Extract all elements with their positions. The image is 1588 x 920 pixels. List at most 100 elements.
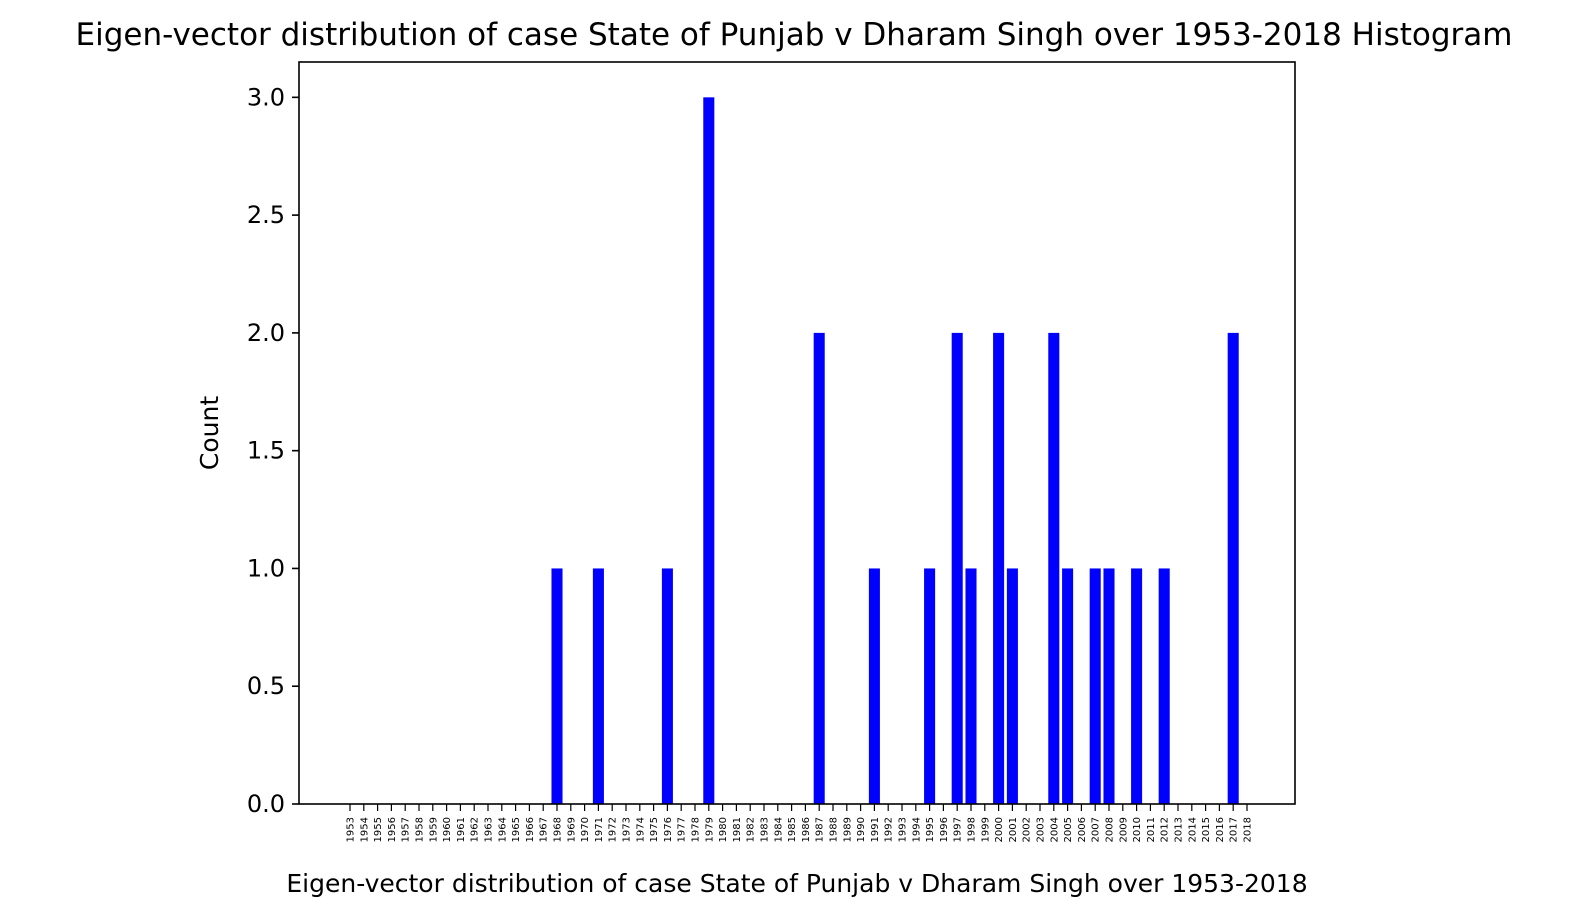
y-tick-label: 2.5: [247, 201, 285, 229]
bar-2008: [1103, 568, 1115, 804]
x-tick-label: 2002: [1022, 817, 1033, 842]
x-tick-label: 2000: [994, 817, 1005, 842]
bar-2001: [1006, 568, 1018, 804]
x-tick-label: 1953: [346, 817, 357, 842]
x-tick-label: 1986: [801, 817, 812, 842]
x-tick-label: 1973: [622, 817, 633, 842]
x-tick-label: 1980: [718, 817, 729, 842]
x-tick-label: 2004: [1049, 817, 1060, 842]
bar-2004: [1048, 332, 1060, 804]
bar-1998: [965, 568, 977, 804]
x-tick-label: 1972: [608, 817, 619, 842]
x-tick-label: 2013: [1174, 817, 1185, 842]
x-tick-label: 1978: [691, 817, 702, 842]
x-tick-label: 1963: [484, 817, 495, 842]
x-tick-label: 1956: [387, 817, 398, 842]
x-tick-label: 1990: [856, 817, 867, 842]
x-tick-label: 1974: [635, 817, 646, 842]
x-tick-label: 2007: [1091, 817, 1102, 842]
bar-2000: [993, 332, 1005, 804]
y-tick-label: 0.0: [247, 790, 285, 818]
x-tick-label: 2018: [1243, 817, 1254, 842]
y-axis-label: Count: [195, 396, 224, 470]
x-axis: 1953 1954 1955 1956 1957 1958 1959 1960 1961 1962…: [346, 804, 1254, 842]
x-tick-label: 1960: [442, 817, 453, 842]
bar-1971: [592, 568, 604, 804]
x-tick-label: 1976: [663, 817, 674, 842]
x-tick-label: 1959: [428, 817, 439, 842]
x-tick-label: 1970: [580, 817, 591, 842]
bar-1987: [813, 332, 825, 804]
x-tick-label: 1975: [649, 817, 660, 842]
chart-title: Eigen-vector distribution of case State …: [76, 17, 1513, 53]
bar-1968: [551, 568, 563, 804]
x-tick-label: 1968: [553, 817, 564, 842]
x-tick-label: 1981: [732, 817, 743, 842]
x-axis-label: Eigen-vector distribution of case State …: [286, 869, 1307, 898]
x-tick-label: 2005: [1063, 817, 1074, 842]
bar-2007: [1089, 568, 1101, 804]
x-tick-label: 2014: [1187, 817, 1198, 842]
x-tick-label: 1998: [967, 817, 978, 842]
bar-1995: [924, 568, 936, 804]
x-tick-label: 1992: [884, 817, 895, 842]
x-tick-label: 1982: [746, 817, 757, 842]
x-tick-label: 1985: [787, 817, 798, 842]
x-tick-label: 2015: [1201, 817, 1212, 842]
x-tick-label: 1994: [911, 817, 922, 842]
x-tick-label: 2012: [1160, 817, 1171, 842]
x-tick-label: 2006: [1077, 817, 1088, 842]
plot-frame: [298, 61, 1296, 805]
bar-1991: [868, 568, 880, 804]
x-tick-label: 2003: [1036, 817, 1047, 842]
x-tick-label: 2009: [1118, 817, 1129, 842]
x-tick-label: 2008: [1105, 817, 1116, 842]
x-tick-label: 1966: [525, 817, 536, 842]
x-tick-label: 1991: [870, 817, 881, 842]
x-tick-label: 1964: [497, 817, 508, 842]
bar-2005: [1062, 568, 1074, 804]
x-tick-label: 2010: [1132, 817, 1143, 842]
y-tick-label: 1.0: [247, 554, 285, 582]
x-tick-label: 1971: [594, 817, 605, 842]
x-tick-label: 1997: [953, 817, 964, 842]
x-tick-label: 1957: [401, 817, 412, 842]
x-tick-label: 1999: [980, 817, 991, 842]
y-tick-label: 2.0: [247, 319, 285, 347]
bars-layer: [551, 97, 1239, 805]
x-tick-label: 2016: [1215, 817, 1226, 842]
bar-1997: [951, 332, 963, 804]
x-tick-label: 1979: [704, 817, 715, 842]
x-tick-label: 1969: [566, 817, 577, 842]
x-tick-label: 1954: [359, 817, 370, 842]
y-tick-label: 3.0: [247, 83, 285, 111]
y-tick-label: 0.5: [247, 672, 285, 700]
x-tick-label: 1962: [470, 817, 481, 842]
bar-1979: [703, 97, 715, 805]
x-tick-label: 1987: [815, 817, 826, 842]
x-tick-label: 1995: [925, 817, 936, 842]
bar-2012: [1158, 568, 1170, 804]
x-tick-label: 1984: [773, 817, 784, 842]
x-tick-label: 1977: [677, 817, 688, 842]
x-tick-label: 1996: [939, 817, 950, 842]
x-tick-label: 2017: [1229, 817, 1240, 842]
x-tick-label: 1967: [539, 817, 550, 842]
x-tick-label: 1961: [456, 817, 467, 842]
x-tick-label: 1983: [760, 817, 771, 842]
x-tick-label: 2011: [1146, 817, 1157, 842]
bar-2010: [1131, 568, 1143, 804]
x-tick-label: 1993: [898, 817, 909, 842]
bar-2017: [1227, 332, 1239, 804]
x-tick-label: 2001: [1008, 817, 1019, 842]
x-tick-label: 1989: [842, 817, 853, 842]
x-tick-label: 1988: [829, 817, 840, 842]
bar-1976: [661, 568, 673, 804]
x-tick-label: 1965: [511, 817, 522, 842]
x-tick-label: 1958: [415, 817, 426, 842]
x-tick-label: 1955: [373, 817, 384, 842]
y-tick-label: 1.5: [247, 437, 285, 465]
y-axis: 0.0 0.5 1.0 1.5 2.0 2.5 3.0: [247, 83, 299, 818]
